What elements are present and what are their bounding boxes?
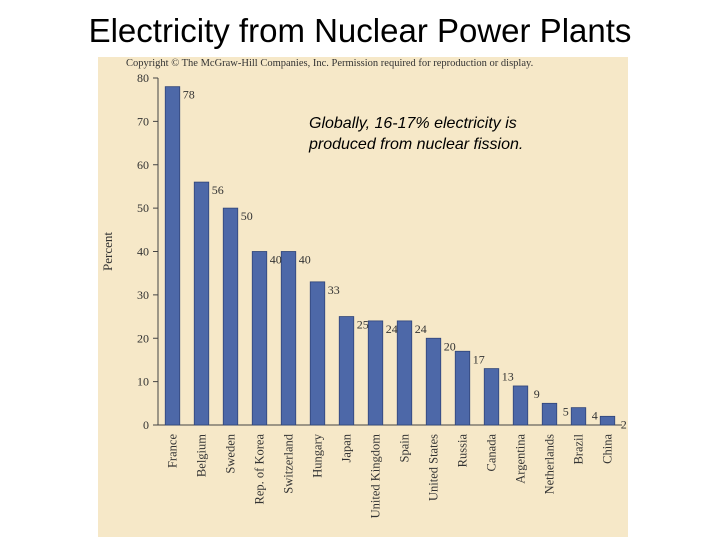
x-tick-label: Sweden xyxy=(224,433,238,473)
bar-value-label: 2 xyxy=(621,417,627,431)
bar-value-label: 24 xyxy=(386,322,398,336)
x-tick-label: Netherlands xyxy=(543,434,557,495)
x-tick-label: Japan xyxy=(340,433,354,462)
y-axis-label: Percent xyxy=(100,232,115,271)
annotation-line-1: Globally, 16-17% electricity is xyxy=(309,115,517,132)
x-tick-label: Hungary xyxy=(311,433,325,477)
bar-value-label: 9 xyxy=(534,387,540,401)
bar-value-label: 25 xyxy=(357,318,369,332)
bar xyxy=(512,385,529,426)
bar xyxy=(599,415,616,426)
bar xyxy=(483,368,500,426)
copyright-notice: Copyright © The McGraw-Hill Companies, I… xyxy=(126,58,534,69)
bar-value-label: 4 xyxy=(592,409,598,423)
annotation-line-2: produced from nuclear fission. xyxy=(309,136,524,153)
y-tick-label: 80 xyxy=(137,71,149,85)
y-tick-label: 30 xyxy=(137,288,149,302)
slide-title: Electricity from Nuclear Power Plants xyxy=(88,12,632,49)
bar-value-label: 56 xyxy=(212,183,224,197)
bar-value-label: 13 xyxy=(502,370,514,384)
bar xyxy=(251,251,268,426)
bar-value-label: 40 xyxy=(299,253,311,267)
x-tick-label: Belgium xyxy=(195,434,209,477)
x-tick-label: Canada xyxy=(485,434,499,472)
bar-value-label: 17 xyxy=(473,352,485,366)
bar xyxy=(541,402,558,426)
bar xyxy=(280,251,297,426)
chart-bars xyxy=(164,86,616,426)
x-tick-label: Switzerland xyxy=(282,433,296,493)
x-tick-label: Russia xyxy=(456,434,470,468)
y-tick-label: 0 xyxy=(143,418,149,432)
bar-value-label: 78 xyxy=(183,88,195,102)
x-tick-label: United States xyxy=(427,434,441,501)
x-tick-label: France xyxy=(166,434,180,468)
y-tick-label: 50 xyxy=(137,201,149,215)
x-tick-label: Argentina xyxy=(514,434,528,484)
bar xyxy=(367,320,384,426)
chart-labels: 78 France 56 Belgium 50 Sweden 40 Rep. of Korea… xyxy=(166,88,627,519)
x-tick-label: Spain xyxy=(398,433,412,462)
bar-value-label: 50 xyxy=(241,209,253,223)
bar xyxy=(570,407,587,426)
bar xyxy=(338,316,355,426)
bar xyxy=(396,320,413,426)
bar-value-label: 20 xyxy=(444,339,456,353)
y-tick-label: 60 xyxy=(137,158,149,172)
bar xyxy=(222,207,239,426)
x-tick-label: China xyxy=(601,434,615,464)
bar-value-label: 40 xyxy=(270,253,282,267)
y-tick-label: 20 xyxy=(137,331,149,345)
figure-panel xyxy=(98,57,628,537)
bar-value-label: 24 xyxy=(415,322,427,336)
x-tick-label: Rep. of Korea xyxy=(253,434,267,505)
y-tick-label: 40 xyxy=(137,245,149,259)
x-tick-label: United Kingdom xyxy=(369,434,383,519)
chart-axes: 0 10 20 30 40 50 60 70 80 Percent xyxy=(100,71,622,432)
y-tick-label: 10 xyxy=(137,375,149,389)
bar xyxy=(454,350,471,426)
bar xyxy=(425,337,442,426)
x-tick-label: Brazil xyxy=(572,433,586,464)
bar xyxy=(164,86,181,426)
chart-annotation: Globally, 16-17% electricity is produced… xyxy=(309,113,609,155)
bar xyxy=(309,281,326,426)
y-tick-label: 70 xyxy=(137,114,149,128)
bar-value-label: 33 xyxy=(328,283,340,297)
bar-value-label: 5 xyxy=(563,404,569,418)
bar xyxy=(193,181,210,426)
